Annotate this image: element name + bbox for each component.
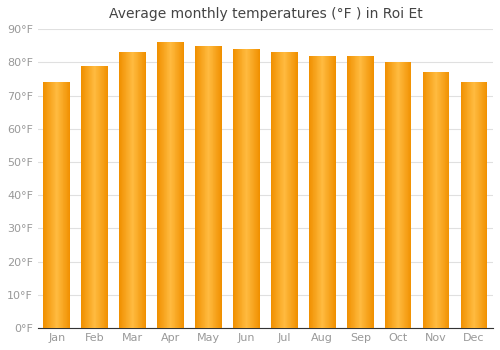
Title: Average monthly temperatures (°F ) in Roi Et: Average monthly temperatures (°F ) in Ro…	[108, 7, 422, 21]
